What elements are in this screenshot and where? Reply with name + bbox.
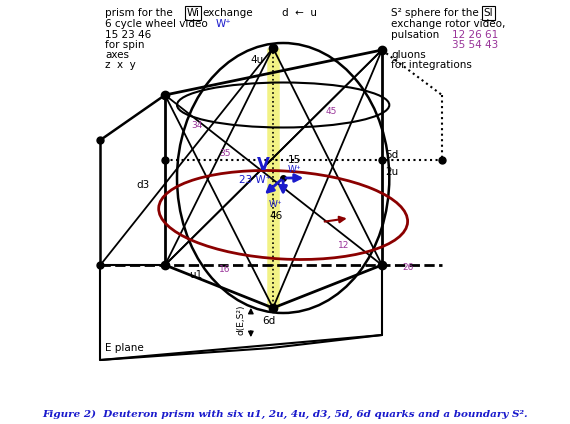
Text: Figure 2)  Deuteron prism with six u1, 2u, 4u, d3, 5d, 6d quarks and a boundary : Figure 2) Deuteron prism with six u1, 2u…: [42, 410, 528, 418]
Text: 6d: 6d: [263, 316, 276, 326]
Text: z  x  y: z x y: [105, 60, 136, 70]
Text: 12 26 61: 12 26 61: [452, 30, 498, 40]
Text: 23 W⁺: 23 W⁺: [239, 175, 271, 185]
Text: exchange: exchange: [203, 8, 254, 18]
Text: 5d: 5d: [386, 150, 399, 160]
Text: 26: 26: [402, 263, 413, 273]
Text: gluons: gluons: [391, 50, 426, 60]
Text: 35: 35: [219, 148, 231, 157]
Text: 15: 15: [288, 155, 301, 165]
Text: E plane: E plane: [105, 343, 144, 353]
Text: u1: u1: [190, 270, 203, 280]
Text: 6 cycle wheel video: 6 cycle wheel video: [105, 19, 207, 29]
Text: 46: 46: [269, 211, 282, 221]
Text: 2u: 2u: [386, 167, 399, 177]
Text: W⁺: W⁺: [269, 200, 283, 209]
Text: d  ←  u: d ← u: [282, 8, 317, 18]
Text: 12: 12: [337, 242, 349, 251]
Text: exchange rotor video,: exchange rotor video,: [391, 19, 506, 29]
Text: Wi: Wi: [186, 8, 200, 18]
Text: W⁺: W⁺: [216, 19, 231, 29]
Text: 45: 45: [325, 108, 337, 117]
Text: 4u: 4u: [251, 55, 264, 65]
Text: for spin: for spin: [105, 40, 145, 50]
Text: axes: axes: [105, 50, 129, 60]
Text: prism for the: prism for the: [105, 8, 173, 18]
Text: SI: SI: [483, 8, 493, 18]
Text: 15 23 46: 15 23 46: [105, 30, 151, 40]
Text: 35 54 43: 35 54 43: [452, 40, 498, 50]
Text: 16: 16: [219, 265, 231, 274]
Text: V: V: [258, 156, 270, 174]
Text: for integrations: for integrations: [391, 60, 472, 70]
Text: d(E,S²): d(E,S²): [236, 305, 245, 335]
Text: S² sphere for the: S² sphere for the: [391, 8, 479, 18]
Text: pulsation: pulsation: [391, 30, 439, 40]
Text: W⁺: W⁺: [288, 165, 302, 175]
Text: 34: 34: [192, 120, 203, 129]
Text: d3: d3: [136, 180, 149, 190]
